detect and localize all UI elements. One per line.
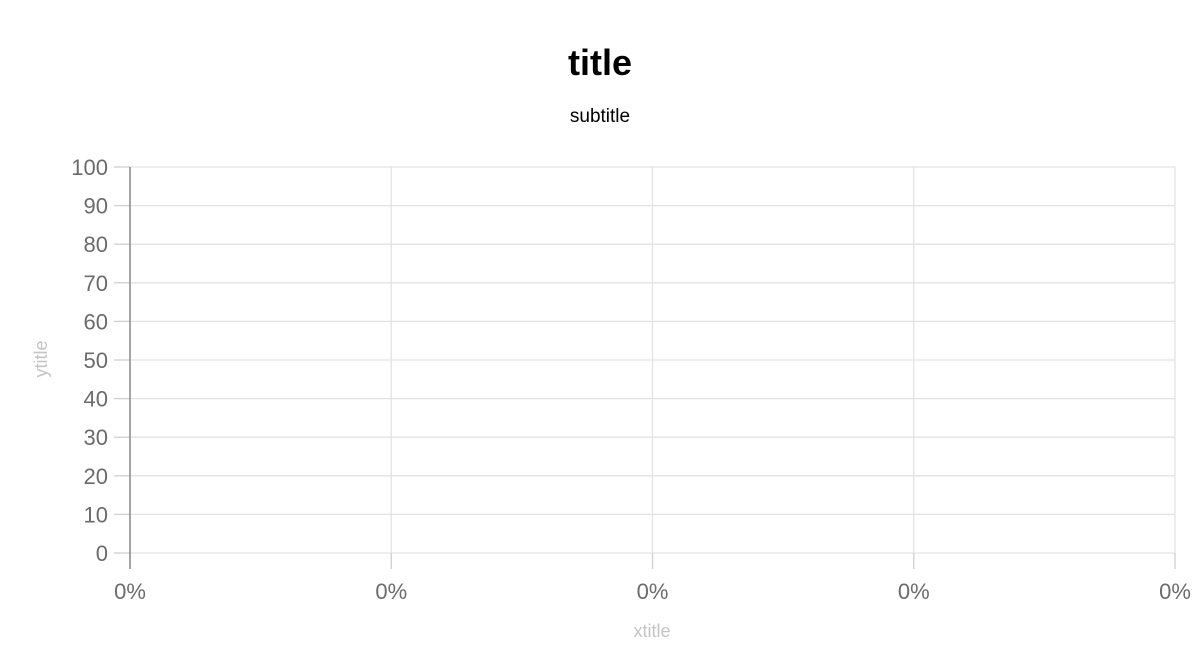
- chart-title: title: [568, 42, 632, 83]
- y-tick-label: 20: [84, 464, 108, 489]
- y-axis-title: ytitle: [31, 340, 51, 377]
- grid: [129, 166, 1176, 554]
- x-tick-label: 0%: [375, 579, 407, 604]
- y-tick-label: 50: [84, 348, 108, 373]
- ticks: 0 10 20 30 40 50 60 70 80 90 100 0% 0% 0% 0% 0%: [71, 155, 1191, 604]
- y-tick-label: 30: [84, 425, 108, 450]
- x-tick-label: 0%: [898, 579, 930, 604]
- x-tick-label: 0%: [1159, 579, 1191, 604]
- x-axis-title: xtitle: [633, 621, 670, 641]
- y-tick-label: 60: [84, 309, 108, 334]
- y-tick-label: 80: [84, 232, 108, 257]
- x-tick-label: 0%: [637, 579, 669, 604]
- y-tick-label: 10: [84, 502, 108, 527]
- chart-subtitle: subtitle: [570, 106, 630, 127]
- x-tick-label: 0%: [114, 579, 146, 604]
- y-tick-label: 100: [71, 155, 108, 180]
- y-tick-label: 0: [96, 541, 108, 566]
- y-tick-label: 70: [84, 271, 108, 296]
- y-tick-label: 40: [84, 387, 108, 412]
- y-tick-label: 90: [84, 194, 108, 219]
